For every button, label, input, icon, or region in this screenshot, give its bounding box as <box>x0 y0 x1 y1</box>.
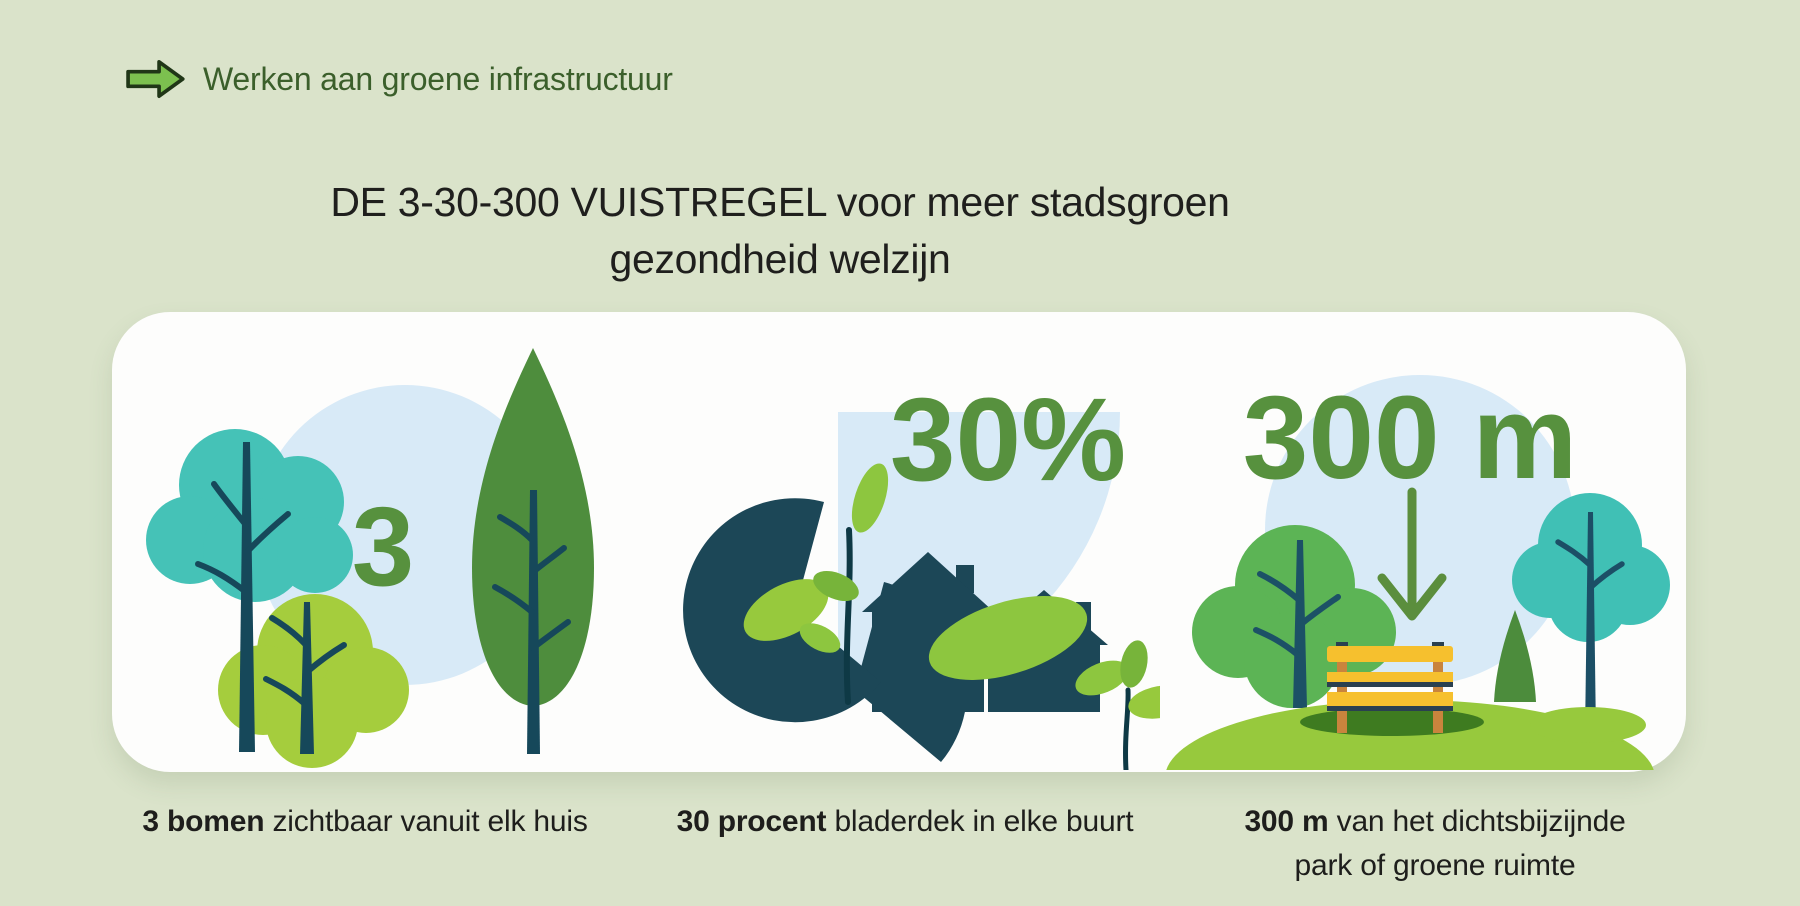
page-title: DE 3-30-300 VUISTREGEL voor meer stadsgr… <box>180 174 1380 288</box>
grass-mound-small <box>1530 707 1646 743</box>
conifer-tree <box>1494 610 1536 702</box>
title-line-1: DE 3-30-300 VUISTREGEL voor meer stadsgr… <box>330 179 1230 225</box>
big-number-300m: 300 m <box>1243 372 1578 504</box>
big-number-30: 30% <box>890 374 1126 506</box>
caption-bold: 30 procent <box>676 805 827 838</box>
park-bench-illustration: 300 m <box>1166 372 1670 770</box>
caption-canopy: 30 procent bladerdek in elke buurt <box>660 800 1150 844</box>
bench-shadow <box>1300 708 1484 736</box>
caption-text: van het dichtsbijzijnde <box>1328 805 1626 838</box>
caption-text: bladerdek in elke buurt <box>826 805 1134 838</box>
caption-trees: 3 bomen zichtbaar vanuit elk huis <box>120 800 610 844</box>
title-line-2: gezondheid welzijn <box>609 236 951 282</box>
big-number-3: 3 <box>352 484 414 609</box>
header-label: Werken aan groene infrastructuur <box>203 60 673 97</box>
park-tree-teal <box>1512 493 1670 735</box>
arrow-right-icon <box>126 60 185 98</box>
teal-tree <box>146 429 353 602</box>
sapling-large <box>743 463 1088 705</box>
caption-park: 300 m van het dichtsbijzijnde park of gr… <box>1190 800 1680 888</box>
caption-text-line2: park of groene ruimte <box>1294 849 1576 882</box>
tall-tree <box>472 348 594 754</box>
teal-tree-trunk <box>195 442 291 752</box>
down-arrow-icon <box>1377 487 1447 621</box>
park-tree-green <box>1192 525 1396 708</box>
park-bench <box>1327 642 1453 733</box>
sapling-small <box>1075 640 1160 770</box>
light-green-tree-trunk <box>263 602 347 754</box>
header: Werken aan groene infrastructuur <box>124 56 673 102</box>
three-trees-illustration: 3 <box>146 348 594 768</box>
caption-bold: 300 m <box>1244 805 1329 838</box>
caption-bold: 3 bomen <box>142 805 265 838</box>
pie-chart-canopy-illustration: 30% <box>683 374 1160 770</box>
caption-text: zichtbaar vanuit elk huis <box>264 805 588 838</box>
